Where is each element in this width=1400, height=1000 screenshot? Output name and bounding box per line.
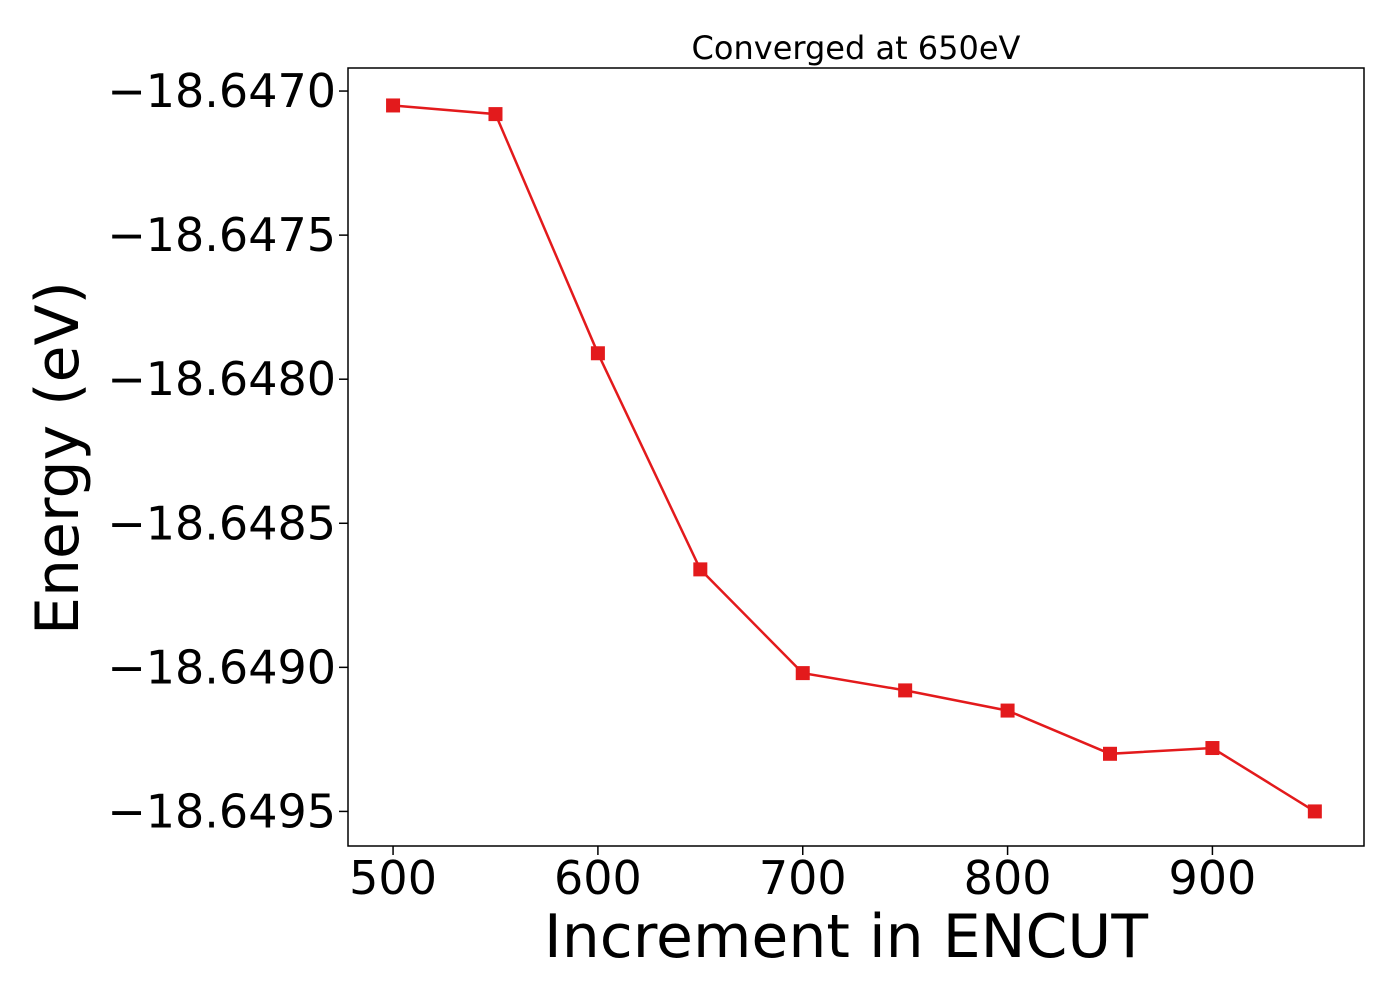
x-tick-label: 700 [759,851,847,905]
series-line [392,104,1316,813]
data-point [1307,804,1322,819]
y-tick-label: −18.6480 [107,352,336,406]
data-point [795,666,810,681]
y-tick-label: −18.6495 [107,784,336,838]
series-layer [386,98,1322,819]
x-tick-label: 600 [554,851,642,905]
y-axis-ticks: −18.6470 −18.6475 −18.6480 −18.6485 −18.6490… [107,64,348,838]
data-point [693,562,708,577]
x-axis-ticks: 500 600 700 800 900 [349,846,1256,905]
data-point [1205,741,1220,756]
x-tick-label: 800 [964,851,1052,905]
data-point [590,346,605,361]
x-axis-label: Increment in ENCUT [544,902,1148,972]
plot-frame [347,67,1365,847]
x-tick-label: 500 [349,851,437,905]
y-tick-label: −18.6490 [107,640,336,694]
data-point [1000,703,1015,718]
y-tick-label: −18.6485 [107,496,336,550]
data-point [386,98,401,113]
y-axis-label: Energy (eV) [23,281,93,635]
data-point [898,683,913,698]
y-tick-label: −18.6475 [107,208,336,262]
y-tick-label: −18.6470 [107,64,336,118]
x-tick-label: 900 [1169,851,1257,905]
chart-title: Converged at 650eV [692,29,1021,67]
data-point [488,107,503,122]
data-point [1103,746,1117,761]
